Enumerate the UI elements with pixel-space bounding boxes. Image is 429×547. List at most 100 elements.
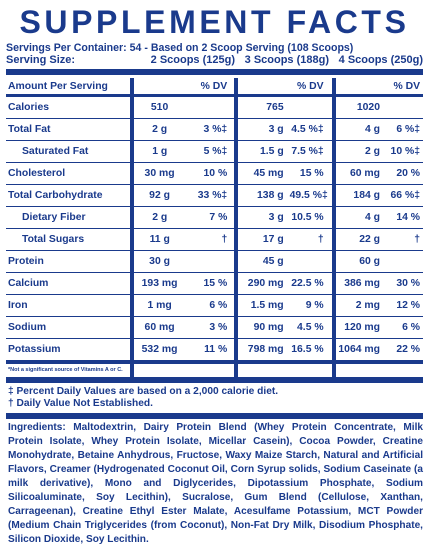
percent-dv-note: ‡ Percent Daily Values are based on a 2,… <box>8 386 279 397</box>
dv-col1: 33 %‡ <box>197 190 228 201</box>
table-row: Potassium 532 mg 11 % 798 mg 16.5 % 1064 mg 22… <box>6 339 423 364</box>
nutrient-label: Sodium <box>8 322 47 333</box>
amount-col1: 30 g <box>149 256 170 267</box>
dv-col3: 6 % <box>402 322 420 333</box>
dv-col3: 10 %‡ <box>390 146 421 157</box>
amount-col3: 1020 <box>356 102 380 113</box>
amount-col3: 4 g <box>365 212 381 223</box>
dv-col1: 10 % <box>203 168 228 179</box>
ingredients-label: Ingredients: <box>8 422 66 433</box>
table-row: Dietary Fiber 2 g 7 % 3 g 10.5 % 4 g 14 % <box>6 207 423 229</box>
ingredients-text: Maltodextrin, Dairy Protein Blend (Whey … <box>8 422 423 545</box>
table-row: Calories 510 765 1020 <box>6 97 423 119</box>
table-row: Iron 1 mg 6 % 1.5 mg 9 % 2 mg 12 % <box>6 295 423 317</box>
column-divider <box>332 78 336 383</box>
dv-col2 <box>290 102 327 113</box>
vitamin-footnote: *Not a significant source of Vitamins A … <box>6 364 423 383</box>
serving-size-col1: 2 Scoops (125g) <box>150 54 235 66</box>
amount-col3: 120 mg <box>344 322 380 333</box>
table-row: Saturated Fat 1 g 5 %‡ 1.5 g 7.5 %‡ 2 g 10 %‡ <box>6 141 423 163</box>
dv-col2: 22.5 % <box>291 278 324 289</box>
dv-col1: 15 % <box>203 278 228 289</box>
amount-col2: 3 g <box>268 124 284 135</box>
dv-col1 <box>193 256 230 267</box>
table-row: Calcium 193 mg 15 % 290 mg 22.5 % 386 mg 30 % <box>6 273 423 295</box>
amount-col1: 11 g <box>149 234 170 245</box>
dv-col2: 15 % <box>299 168 324 179</box>
nutrient-table: Amount Per Serving % DV % DV % DV Calori… <box>6 78 423 383</box>
dv-not-established-note: † Daily Value Not Established. <box>8 398 153 409</box>
amount-col3: 60 g <box>359 256 380 267</box>
nutrient-label: Dietary Fiber <box>22 212 86 223</box>
ingredients-block: Ingredients: Maltodextrin, Dairy Protein… <box>6 419 423 547</box>
amount-col2: 1.5 mg <box>250 300 284 311</box>
amount-col3: 2 mg <box>355 300 380 311</box>
serving-size-label: Serving Size: <box>6 54 76 66</box>
dv-header-col1: % DV <box>200 80 228 92</box>
nutrient-label: Saturated Fat <box>22 146 89 157</box>
table-header-row: Amount Per Serving % DV % DV % DV <box>6 78 423 97</box>
dv-col3: 20 % <box>396 168 420 179</box>
amount-col1: 1 mg <box>147 300 172 311</box>
panel-title: SUPPLEMENT FACTS <box>19 4 410 40</box>
dv-col2: 16.5 % <box>291 344 324 355</box>
amount-col3: 2 g <box>365 146 381 157</box>
amount-col2: 765 <box>266 102 284 113</box>
nutrient-label: Calcium <box>8 278 49 289</box>
amount-col2: 3 g <box>268 212 284 223</box>
dv-col3: 14 % <box>396 212 421 223</box>
amount-col1: 60 mg <box>144 322 175 333</box>
amount-col2: 90 mg <box>253 322 284 333</box>
amount-col1: 2 g <box>152 212 168 223</box>
amount-col2: 138 g <box>257 190 284 201</box>
dv-col1: † <box>221 234 228 245</box>
amount-col3: 386 mg <box>344 278 380 289</box>
column-divider <box>130 78 134 383</box>
dv-col2: 10.5 % <box>291 212 324 223</box>
nutrient-label: Iron <box>8 300 28 311</box>
dv-col1: 3 % <box>209 322 228 333</box>
dv-col1: 5 %‡ <box>203 146 228 157</box>
amount-col2: 1.5 g <box>259 146 284 157</box>
amount-col1: 532 mg <box>141 344 178 355</box>
table-row: Cholesterol 30 mg 10 % 45 mg 15 % 60 mg 20 % <box>6 163 423 185</box>
amount-col3: 4 g <box>364 124 380 135</box>
amount-per-serving-label: Amount Per Serving <box>8 80 108 92</box>
nutrient-label: Protein <box>8 256 44 267</box>
servings-per-container: Servings Per Container: 54 - Based on 2 … <box>6 42 354 54</box>
amount-col2: 45 mg <box>253 168 284 179</box>
amount-col1: 92 g <box>149 190 170 201</box>
column-divider <box>234 78 238 383</box>
amount-col2: 45 g <box>262 256 284 267</box>
table-row: Protein 30 g 45 g 60 g <box>6 251 423 273</box>
amount-col3: 1064 mg <box>338 344 380 355</box>
dv-col2: 9 % <box>305 300 324 311</box>
nutrient-label: Total Sugars <box>22 234 85 245</box>
dv-header-col2: % DV <box>297 80 324 92</box>
nutrient-label: Cholesterol <box>8 168 66 179</box>
table-row: Total Fat 2 g 3 %‡ 3 g 4.5 %‡ 4 g 6 %‡ <box>6 119 423 141</box>
dv-col1: 3 %‡ <box>203 124 228 135</box>
dv-col3: 6 %‡ <box>396 124 420 135</box>
table-row: Total Carbohydrate 92 g 33 %‡ 138 g 49.5 %‡ 1… <box>6 185 423 207</box>
amount-col1: 510 <box>150 102 169 113</box>
nutrient-label: Calories <box>8 102 50 113</box>
dv-col1: 7 % <box>209 212 228 223</box>
amount-col3: 22 g <box>359 234 381 245</box>
dv-col2: 49.5 %‡ <box>289 190 328 201</box>
dv-col2 <box>290 256 327 267</box>
dv-col3: 12 % <box>396 300 420 311</box>
dv-col3: 30 % <box>396 278 420 289</box>
serving-size-row: Serving Size: 2 Scoops (125g) 3 Scoops (… <box>6 54 423 75</box>
nutrient-label: Total Fat <box>8 124 51 135</box>
dv-col1: 6 % <box>209 300 228 311</box>
supplement-facts-panel: SUPPLEMENT FACTS Servings Per Container:… <box>6 4 423 545</box>
serving-size-col3: 4 Scoops (250g) <box>338 54 423 66</box>
amount-col2: 798 mg <box>247 344 284 355</box>
amount-col2: 290 mg <box>247 278 284 289</box>
amount-col1: 2 g <box>152 124 168 135</box>
nutrient-label: Total Carbohydrate <box>8 190 103 201</box>
amount-col1: 1 g <box>152 146 168 157</box>
amount-col3: 184 g <box>353 190 380 201</box>
serving-size-col2: 3 Scoops (188g) <box>244 54 329 66</box>
